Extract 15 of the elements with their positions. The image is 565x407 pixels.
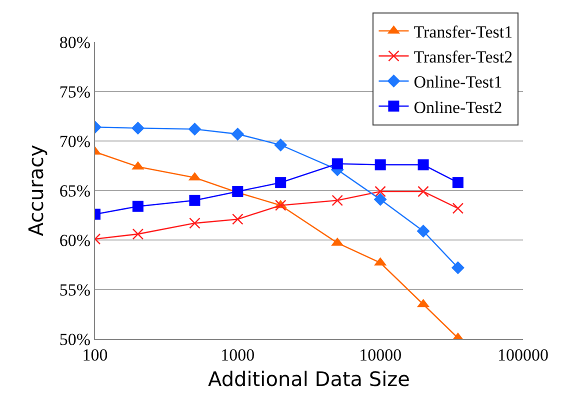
legend-label: Online-Test1 bbox=[414, 72, 502, 92]
y-tick-label: 80% bbox=[59, 32, 91, 52]
x-tick-label: 10000 bbox=[359, 345, 402, 364]
x-axis-title: Additional Data Size bbox=[208, 366, 410, 391]
x-tick-label: 100000 bbox=[498, 345, 548, 364]
y-tick-label: 70% bbox=[59, 132, 91, 151]
legend-label: Transfer-Test1 bbox=[414, 22, 513, 42]
y-tick-label: 75% bbox=[59, 82, 91, 102]
y-tick-label: 55% bbox=[59, 280, 91, 300]
y-tick-label: 60% bbox=[59, 230, 91, 250]
x-tick-label: 1000 bbox=[220, 345, 255, 364]
legend-label: Online-Test2 bbox=[414, 98, 502, 117]
y-tick-label: 65% bbox=[59, 181, 91, 200]
legend-label: Transfer-Test2 bbox=[414, 48, 513, 67]
y-axis-title: Accuracy bbox=[24, 144, 48, 236]
